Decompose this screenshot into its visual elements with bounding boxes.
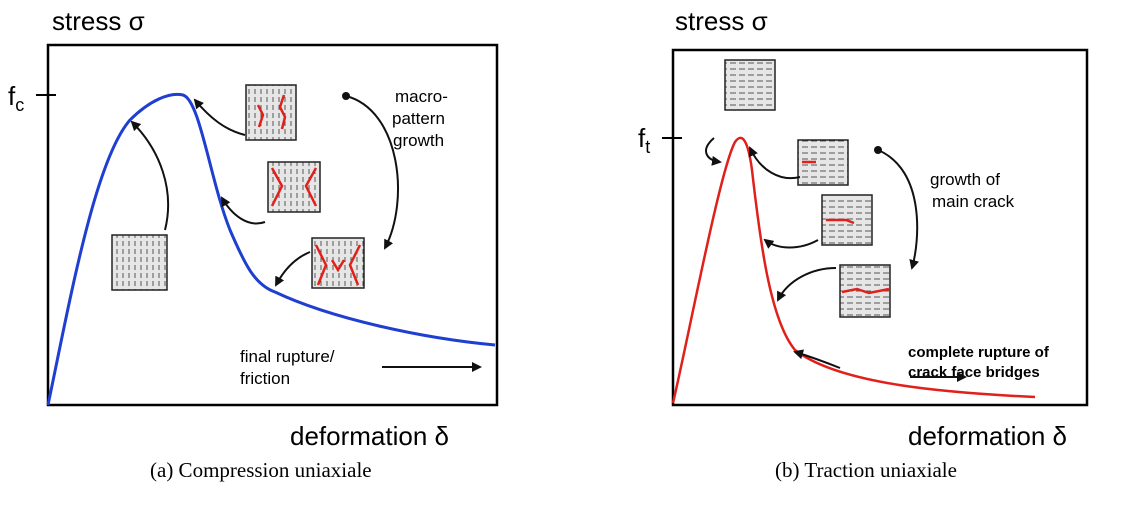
panel-b: stress σ deformation δ ft growth of main … [638,6,1089,482]
arrow [275,251,311,287]
curve [671,136,1036,404]
curve [46,92,496,406]
annotation: final rupture/friction [240,347,335,388]
panel-a: stress σ deformation δ fc macro-pattern g… [8,6,499,482]
x-label: deformation δ [908,421,1067,451]
specimen [245,84,297,141]
tick-label: fc [8,81,24,115]
tick-label: ft [638,123,650,157]
specimen [267,161,321,213]
frame [671,48,1089,407]
annotation: complete rupture of crack face bridges [908,344,1050,381]
arrow [705,137,722,166]
arrow [763,238,819,249]
arrow [748,146,801,180]
arrow [220,196,266,225]
caption: (a) Compression uniaxiale [150,458,372,482]
annotation: growth of main crack [930,170,1015,211]
frame [46,43,499,407]
y-label: stress σ [52,6,145,36]
x-label: deformation δ [290,421,449,451]
specimen [797,139,849,186]
arrow [345,95,399,250]
arrow [877,149,920,270]
specimen [111,234,168,291]
arrow [130,120,169,231]
arrow [777,267,837,302]
caption: (b) Traction uniaxiale [775,458,957,482]
annotation: macro-pattern growth [392,87,448,150]
y-label: stress σ [675,6,768,36]
specimen [724,59,776,111]
arrow [793,349,841,369]
arrow [193,98,246,136]
